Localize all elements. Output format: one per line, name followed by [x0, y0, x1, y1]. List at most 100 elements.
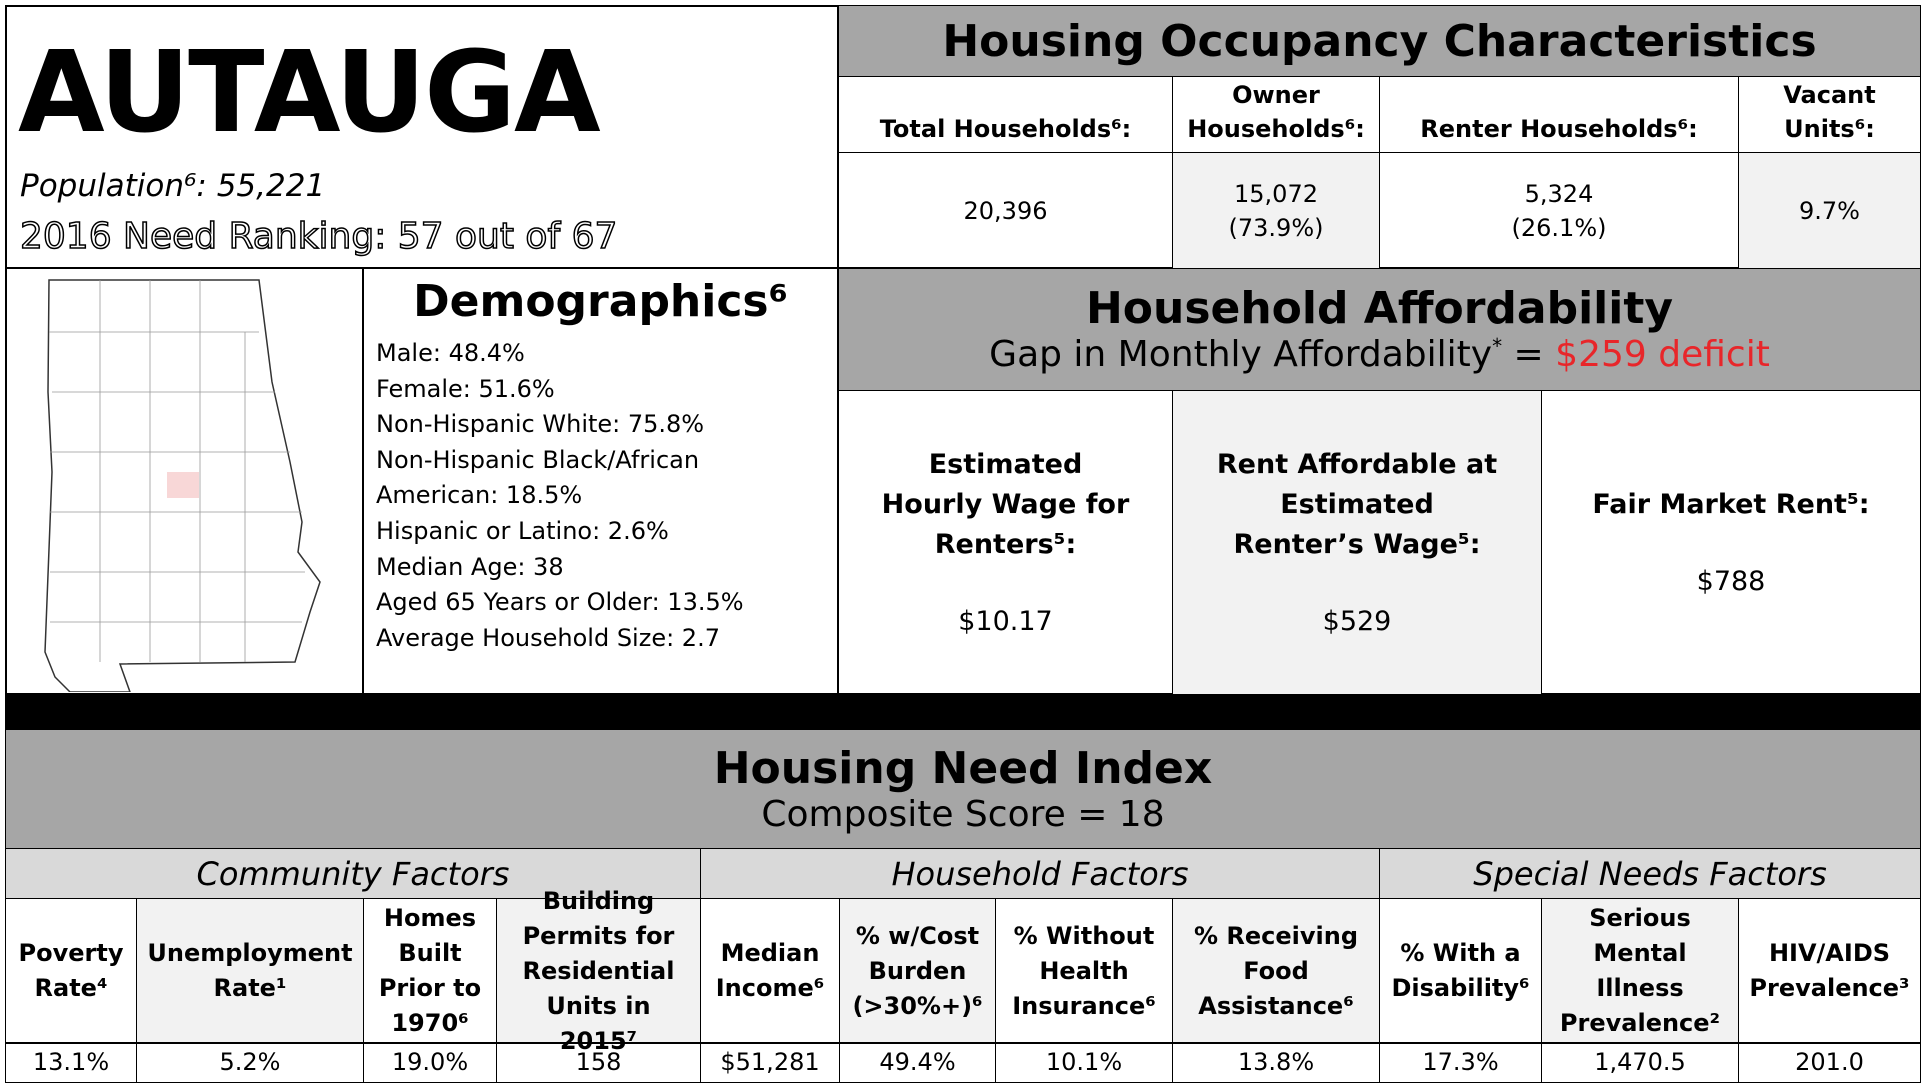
factor-header: % Receiving Food Assistance⁶: [1172, 898, 1380, 1044]
factor-number: 10.1%: [1045, 1047, 1123, 1076]
factor-header: % Without Health Insurance⁶: [995, 898, 1173, 1044]
factor-header: HIV/AIDS Prevalence³: [1738, 898, 1921, 1044]
occupancy-number: 20,396: [963, 196, 1048, 225]
factor-header: Building Permits for Residential Units i…: [496, 887, 701, 1055]
factor-label: % Without Health Insurance⁶: [1012, 921, 1156, 1020]
factor-label: Serious Mental Illness Prevalence²: [1559, 904, 1721, 1037]
factor-header: Poverty Rate⁴: [5, 898, 137, 1044]
factor-header: % With a Disability⁶: [1379, 898, 1542, 1044]
factor-number: 1,470.5: [1594, 1047, 1686, 1076]
factor-label: % w/Cost Burden (>30%+)⁶: [852, 921, 983, 1020]
factor-group: Household Factors: [700, 848, 1380, 899]
affordability-box: Rent Affordable at Estimated Renter’s Wa…: [1172, 390, 1542, 695]
affordability-label: Estimated Hourly Wage for Renters⁵:: [881, 448, 1130, 560]
factor-label: Homes Built Prior to 1970⁶: [378, 904, 482, 1037]
affordability-value: $788: [1696, 565, 1766, 597]
affordability-value: $529: [1322, 605, 1392, 637]
factor-number: 49.4%: [879, 1047, 956, 1076]
demographic-item: Average Household Size: 2.7: [376, 623, 720, 652]
gap-note: *: [1492, 334, 1503, 358]
affordability-title: Household Affordability: [1085, 283, 1674, 334]
occupancy-number: 9.7%: [1799, 196, 1860, 225]
demographic-item: American: 18.5%: [376, 481, 583, 510]
affordability-band: Household Affordability Gap in Monthly A…: [838, 267, 1921, 391]
demographic-item: Non-Hispanic Black/African: [376, 445, 700, 474]
factor-label: % Receiving Food Assistance⁶: [1193, 921, 1359, 1020]
occupancy-value: 20,396: [838, 152, 1173, 269]
need-index-title: Housing Need Index: [713, 743, 1213, 794]
divider-band: [5, 693, 1921, 730]
occupancy-label: Total Households⁶:: [879, 115, 1132, 143]
demographic-item: Median Age: 38: [376, 552, 564, 581]
factor-number: 158: [575, 1047, 622, 1076]
state-map: [44, 279, 321, 692]
need-ranking: 2016 Need Ranking: 57 out of 67: [19, 215, 618, 258]
factor-number: 13.1%: [32, 1047, 110, 1076]
affordability-label: Rent Affordable at Estimated Renter’s Wa…: [1216, 448, 1498, 560]
occupancy-number: 15,072: [1234, 179, 1318, 208]
occupancy-title: Housing Occupancy Characteristics: [838, 5, 1921, 77]
gap-equals: =: [1513, 334, 1544, 375]
demographics-list: Male: 48.4% Female: 51.6% Non-Hispanic Whi…: [376, 336, 744, 656]
occupancy-label: Renter Households⁶:: [1420, 115, 1698, 143]
gap-label: Gap in Monthly Affordability: [989, 334, 1493, 375]
factor-value: $51,281: [700, 1042, 840, 1083]
occupancy-value: 5,324 (26.1%): [1379, 152, 1739, 269]
factor-group-name: Community Factors: [196, 854, 510, 893]
occupancy-value: 9.7%: [1738, 152, 1921, 269]
factor-header: Serious Mental Illness Prevalence²: [1541, 898, 1739, 1044]
affordability-value: $10.17: [958, 605, 1053, 637]
affordability-box: Estimated Hourly Wage for Renters⁵: $10.1…: [838, 390, 1173, 695]
factor-number: 201.0: [1795, 1047, 1864, 1076]
factor-label: Median Income⁶: [715, 939, 825, 1002]
factor-number: 19.0%: [391, 1047, 469, 1076]
factor-number: 13.8%: [1237, 1047, 1315, 1076]
factor-header: Homes Built Prior to 1970⁶: [363, 898, 497, 1044]
composite-score: Composite Score = 18: [761, 794, 1165, 835]
factor-header: % w/Cost Burden (>30%+)⁶: [839, 898, 996, 1044]
occupancy-header: Owner Households⁶:: [1172, 76, 1380, 153]
need-index-band: Housing Need Index Composite Score = 18: [5, 729, 1921, 849]
factor-value: 49.4%: [839, 1042, 996, 1083]
factor-label: % With a Disability⁶: [1391, 939, 1530, 1002]
factor-header: Median Income⁶: [700, 898, 840, 1044]
demographic-item: Female: 51.6%: [376, 374, 555, 403]
factor-value: 13.1%: [5, 1042, 137, 1083]
factor-value: 13.8%: [1172, 1042, 1380, 1083]
county-name: AUTAUGA: [18, 28, 601, 158]
factor-value: 10.1%: [995, 1042, 1173, 1083]
demographics-title: Demographics⁶: [413, 276, 788, 327]
factor-number: 17.3%: [1422, 1047, 1499, 1076]
factor-group-name: Household Factors: [891, 854, 1189, 893]
demographic-item: Aged 65 Years or Older: 13.5%: [376, 588, 744, 617]
occupancy-header: Vacant Units⁶:: [1738, 76, 1921, 153]
demographic-item: Non-Hispanic White: 75.8%: [376, 410, 705, 439]
factor-value: 5.2%: [136, 1042, 364, 1083]
factor-group-name: Special Needs Factors: [1473, 854, 1827, 893]
occupancy-number: (26.1%): [1511, 213, 1607, 242]
factor-value: 19.0%: [363, 1042, 497, 1083]
factor-value: 1,470.5: [1541, 1042, 1739, 1083]
occupancy-header: Total Households⁶:: [838, 76, 1173, 153]
affordability-box: Fair Market Rent⁵: $788: [1541, 390, 1921, 695]
factor-group: Community Factors: [5, 848, 701, 899]
occupancy-label: Owner Households⁶:: [1187, 81, 1365, 143]
factor-number: 5.2%: [219, 1047, 281, 1076]
factor-label: Poverty Rate⁴: [18, 939, 124, 1002]
occupancy-number: (73.9%): [1228, 213, 1324, 242]
factor-value: 201.0: [1738, 1042, 1921, 1083]
occupancy-header: Renter Households⁶:: [1379, 76, 1739, 153]
gap-line: Gap in Monthly Affordability* = $259 def…: [989, 334, 1770, 375]
occupancy-label: Vacant Units⁶:: [1783, 81, 1876, 143]
factor-group: Special Needs Factors: [1379, 848, 1921, 899]
gap-value: $259 deficit: [1555, 334, 1770, 375]
county-highlight: [167, 472, 199, 498]
demographic-item: Male: 48.4%: [376, 339, 525, 367]
factor-label: Unemployment Rate¹: [147, 939, 353, 1002]
population: Population⁶: 55,221: [20, 168, 326, 204]
factor-value: 17.3%: [1379, 1042, 1542, 1083]
affordability-label: Fair Market Rent⁵:: [1592, 488, 1870, 520]
factor-number: $51,281: [720, 1047, 820, 1076]
factor-label: Building Permits for Residential Units i…: [522, 886, 675, 1055]
